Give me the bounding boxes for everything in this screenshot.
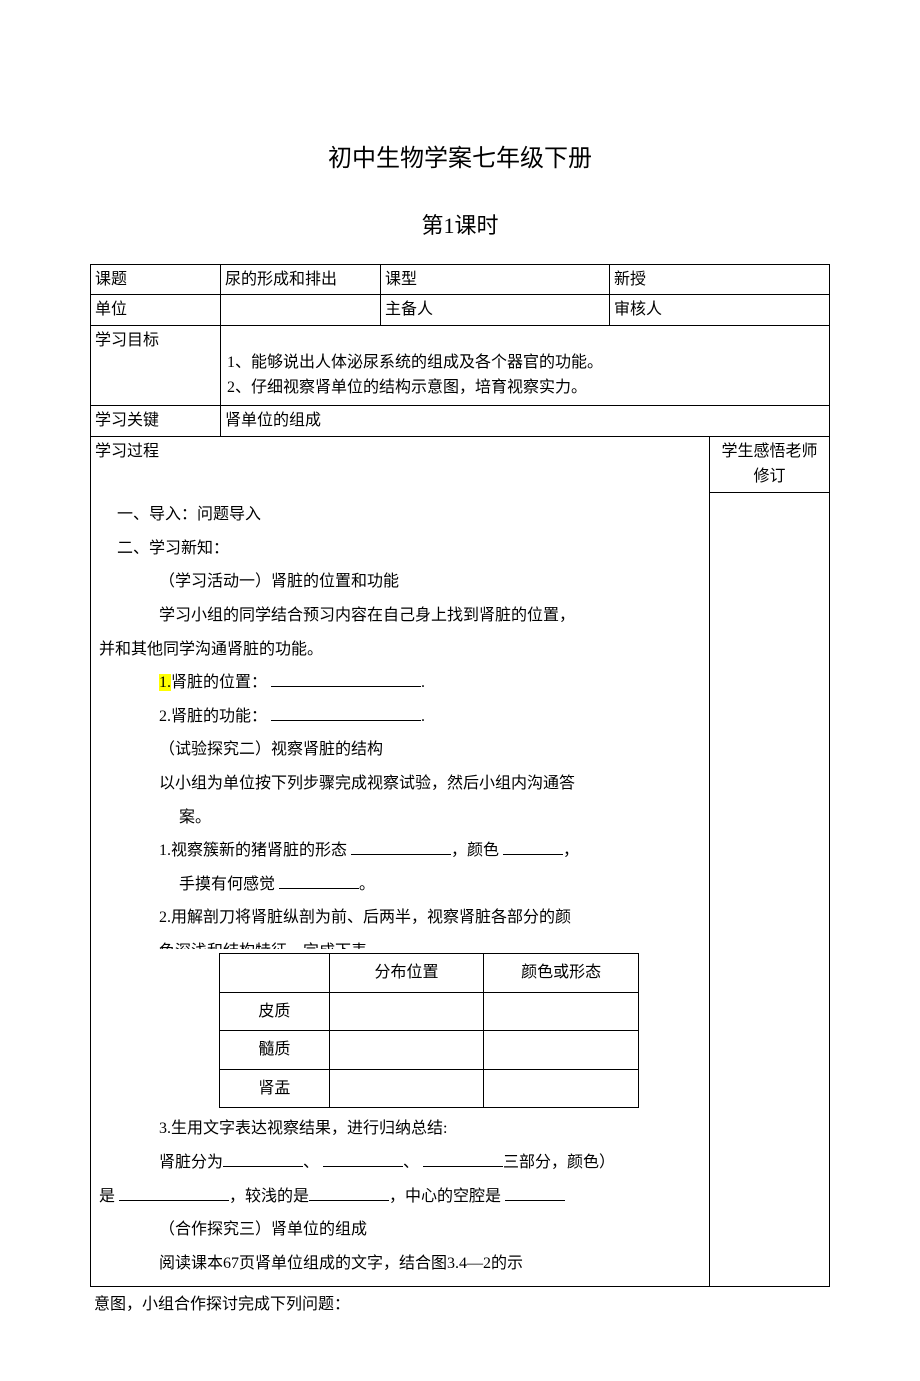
step-2: 2.用解剖刀将肾脏纵剖为前、后两半，视察肾脏各部分的颜 bbox=[99, 901, 701, 935]
table-header-row: 分布位置 颜色或形态 bbox=[220, 953, 639, 992]
activity-2-desc-b: 案。 bbox=[99, 801, 701, 835]
lesson-table: 课题 尿的形成和排出 课型 新授 单位 主备人 审核人 学习目标 1、能够说出人… bbox=[90, 264, 830, 1288]
label-topic: 课题 bbox=[91, 264, 221, 295]
row-unit: 单位 主备人 审核人 bbox=[91, 295, 830, 326]
blank-part1 bbox=[223, 1151, 303, 1167]
kidney-function: 2.肾脏的功能： . bbox=[99, 700, 701, 734]
step-1: 1.视察簇新的猪肾脏的形态 ，颜色 ， bbox=[99, 834, 701, 868]
goal-1: 1、能够说出人体泌尿系统的组成及各个器官的功能。 bbox=[227, 350, 823, 376]
activity-2-title: （试验探究二）视察肾脏的结构 bbox=[99, 733, 701, 767]
step-3: 3.生用文字表达视察结果，进行归纳总结: bbox=[99, 1112, 701, 1146]
activity-1-desc-a: 学习小组的同学结合预习内容在自己身上找到肾脏的位置， bbox=[99, 599, 701, 633]
value-topic: 尿的形成和排出 bbox=[221, 264, 381, 295]
table-row: 髓质 bbox=[220, 1031, 639, 1070]
value-goals: 1、能够说出人体泌尿系统的组成及各个器官的功能。 2、仔细视察肾单位的结构示意图… bbox=[221, 325, 830, 405]
row-pelvis-label: 肾盂 bbox=[220, 1069, 330, 1108]
blank-function bbox=[271, 705, 421, 721]
goal-2: 2、仔细视察肾单位的结构示意图，培育视察实力。 bbox=[227, 375, 823, 401]
label-process: 学习过程 bbox=[91, 436, 710, 474]
th-color: 颜色或形态 bbox=[484, 953, 639, 992]
blank-part2 bbox=[323, 1151, 403, 1167]
row-content: 一、导入：问题导入 二、学习新知： （学习活动一）肾脏的位置和功能 学习小组的同… bbox=[91, 492, 830, 1287]
blank-dark bbox=[119, 1185, 229, 1201]
label-key: 学习关键 bbox=[91, 405, 221, 436]
blank-cell bbox=[484, 1069, 639, 1108]
step-1b: 手摸有何感觉 。 bbox=[99, 868, 701, 902]
label-notes: 学生感悟老师修订 bbox=[709, 436, 829, 492]
blank-cell bbox=[329, 1031, 484, 1070]
blank-cell bbox=[329, 992, 484, 1031]
notes-cell bbox=[709, 492, 829, 1287]
label-unit: 单位 bbox=[91, 295, 221, 326]
blank-position bbox=[271, 671, 421, 687]
label-reviewer: 审核人 bbox=[609, 295, 829, 326]
label-preparer: 主备人 bbox=[381, 295, 610, 326]
blank-cell bbox=[484, 1031, 639, 1070]
activity-1-desc-b: 并和其他同学沟通肾脏的功能。 bbox=[99, 633, 701, 667]
blank-light bbox=[309, 1185, 389, 1201]
main-title: 初中生物学案七年级下册 bbox=[90, 140, 830, 178]
label-type: 课型 bbox=[381, 264, 610, 295]
kidney-position: 1.肾脏的位置： . bbox=[99, 666, 701, 700]
blank-cavity bbox=[505, 1185, 565, 1201]
summary-1: 肾脏分为、 、 三部分，颜色） bbox=[99, 1146, 701, 1180]
value-type: 新授 bbox=[609, 264, 829, 295]
blank-feel bbox=[279, 873, 359, 889]
sub-title: 第1课时 bbox=[90, 208, 830, 243]
section-intro: 一、导入：问题导入 bbox=[99, 498, 701, 532]
footer-text: 意图，小组合作探讨完成下列问题： bbox=[90, 1289, 830, 1321]
value-key: 肾单位的组成 bbox=[221, 405, 830, 436]
section-new: 二、学习新知： bbox=[99, 532, 701, 566]
blank-shape bbox=[351, 839, 451, 855]
blank-cell bbox=[329, 1069, 484, 1108]
th-location: 分布位置 bbox=[329, 953, 484, 992]
value-unit bbox=[221, 295, 381, 326]
blank-part3 bbox=[423, 1151, 503, 1167]
row-medulla-label: 髓质 bbox=[220, 1031, 330, 1070]
activity-1-title: （学习活动一）肾脏的位置和功能 bbox=[99, 565, 701, 599]
activity-3-title: （合作探究三）肾单位的组成 bbox=[99, 1213, 701, 1247]
highlight-marker: 1. bbox=[159, 674, 171, 691]
row-topic: 课题 尿的形成和排出 课型 新授 bbox=[91, 264, 830, 295]
step-2b: 色深浅和结构特征，完成下表 bbox=[99, 935, 701, 949]
blank-color bbox=[503, 839, 563, 855]
table-row: 皮质 bbox=[220, 992, 639, 1031]
observation-table: 分布位置 颜色或形态 皮质 髓质 肾盂 bbox=[219, 953, 639, 1108]
label-goals: 学习目标 bbox=[91, 325, 221, 405]
activity-2-desc: 以小组为单位按下列步骤完成视察试验，然后小组内沟通答 bbox=[99, 767, 701, 801]
th-blank bbox=[220, 953, 330, 992]
row-key: 学习关键 肾单位的组成 bbox=[91, 405, 830, 436]
row-process-header: 学习过程 学生感悟老师修订 bbox=[91, 436, 830, 474]
table-row: 肾盂 bbox=[220, 1069, 639, 1108]
row-cortex-label: 皮质 bbox=[220, 992, 330, 1031]
content-cell: 一、导入：问题导入 二、学习新知： （学习活动一）肾脏的位置和功能 学习小组的同… bbox=[91, 492, 710, 1287]
blank-cell bbox=[484, 992, 639, 1031]
summary-2: 是 ，较浅的是，中心的空腔是 bbox=[99, 1180, 701, 1214]
activity-3-desc: 阅读课本67页肾单位组成的文字，结合图3.4—2的示 bbox=[99, 1247, 701, 1281]
row-goals: 学习目标 1、能够说出人体泌尿系统的组成及各个器官的功能。 2、仔细视察肾单位的… bbox=[91, 325, 830, 405]
